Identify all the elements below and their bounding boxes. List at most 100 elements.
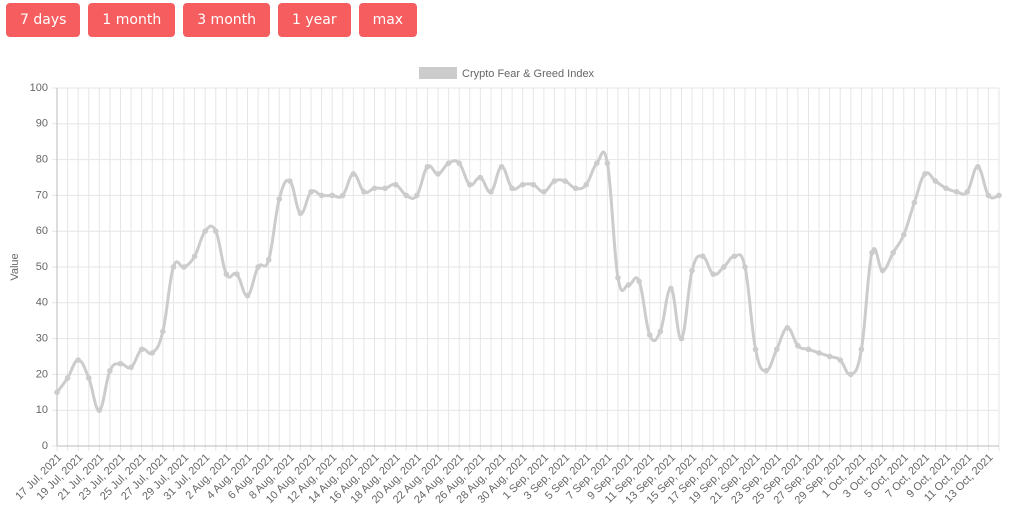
data-point xyxy=(424,163,431,170)
data-point xyxy=(234,271,240,277)
data-point xyxy=(107,368,113,374)
y-tick-label: 90 xyxy=(36,118,48,130)
data-point xyxy=(551,178,558,184)
legend-label: Crypto Fear & Greed Index xyxy=(462,68,595,80)
data-point xyxy=(943,185,949,192)
data-point xyxy=(604,160,611,166)
range-button[interactable]: 1 year xyxy=(278,3,351,37)
y-tick-label: 10 xyxy=(36,404,48,416)
data-point xyxy=(890,249,896,256)
data-point xyxy=(615,274,621,281)
data-point xyxy=(689,267,695,274)
data-point xyxy=(202,228,208,234)
data-point xyxy=(403,192,410,199)
data-point xyxy=(181,264,187,270)
data-point xyxy=(900,231,907,238)
data-point xyxy=(75,357,81,363)
data-point xyxy=(265,257,272,263)
data-point xyxy=(826,353,833,360)
data-point xyxy=(170,264,177,270)
data-point xyxy=(382,185,388,192)
data-point xyxy=(869,249,875,256)
y-tick-label: 100 xyxy=(30,82,48,94)
y-tick-label: 20 xyxy=(36,368,48,380)
data-point xyxy=(488,189,494,195)
data-point xyxy=(731,253,738,260)
data-point xyxy=(932,178,939,184)
data-point xyxy=(795,342,801,349)
data-point xyxy=(657,328,664,335)
data-point xyxy=(964,189,971,195)
data-point xyxy=(223,271,230,277)
data-point xyxy=(477,174,484,181)
range-button[interactable]: 1 month xyxy=(88,3,176,37)
data-point xyxy=(350,171,357,177)
data-point xyxy=(276,196,283,202)
data-point xyxy=(911,199,918,206)
data-point xyxy=(583,181,590,188)
data-point xyxy=(308,189,314,195)
data-point xyxy=(699,253,706,260)
y-tick-label: 50 xyxy=(36,261,48,273)
data-point xyxy=(339,192,346,199)
y-axis-label: Value xyxy=(9,253,21,280)
data-point xyxy=(392,181,399,188)
data-point xyxy=(593,160,600,166)
data-point xyxy=(297,210,304,217)
data-point xyxy=(625,282,632,288)
data-point xyxy=(255,264,261,270)
data-point xyxy=(138,346,145,353)
y-tick-label: 0 xyxy=(42,440,48,452)
data-point xyxy=(752,346,759,353)
data-point xyxy=(636,278,642,285)
data-point xyxy=(710,271,717,277)
data-point xyxy=(996,192,1002,199)
series-line xyxy=(55,150,1000,412)
data-point xyxy=(85,375,92,381)
data-point xyxy=(160,328,166,335)
data-point xyxy=(837,357,844,363)
data-point xyxy=(371,185,378,192)
data-point xyxy=(318,192,325,199)
data-point xyxy=(975,163,981,170)
legend-swatch xyxy=(419,67,457,79)
range-button[interactable]: max xyxy=(358,3,418,37)
data-point xyxy=(466,181,473,188)
range-button[interactable]: 7 days xyxy=(6,3,81,37)
data-point xyxy=(763,368,769,374)
data-point xyxy=(858,346,865,353)
data-point xyxy=(562,178,568,184)
data-point xyxy=(64,375,71,381)
data-point xyxy=(541,189,547,195)
data-point xyxy=(985,192,992,199)
data-point xyxy=(530,181,537,188)
data-point xyxy=(361,189,367,195)
data-point xyxy=(435,171,441,177)
data-point xyxy=(498,163,505,170)
data-point xyxy=(445,160,452,166)
data-point xyxy=(721,264,727,270)
data-point xyxy=(96,407,103,414)
y-tick-label: 30 xyxy=(36,333,48,345)
y-tick-label: 40 xyxy=(36,297,48,309)
data-point xyxy=(191,253,198,260)
data-point xyxy=(149,350,156,356)
range-button[interactable]: 3 month xyxy=(183,3,270,37)
data-point xyxy=(329,192,335,199)
range-buttons: 7 days 1 month 3 month 1 year max xyxy=(6,3,418,37)
y-tick-label: 60 xyxy=(36,225,48,237)
data-point xyxy=(287,178,293,184)
data-point xyxy=(212,228,219,234)
data-point xyxy=(509,185,515,192)
data-point xyxy=(128,364,134,371)
data-point xyxy=(519,181,526,188)
y-tick-label: 80 xyxy=(36,154,48,166)
data-point xyxy=(244,292,251,299)
data-point xyxy=(646,332,653,338)
data-point xyxy=(668,285,674,292)
y-tick-label: 70 xyxy=(36,189,48,201)
data-point xyxy=(572,185,579,192)
data-point xyxy=(742,264,748,270)
